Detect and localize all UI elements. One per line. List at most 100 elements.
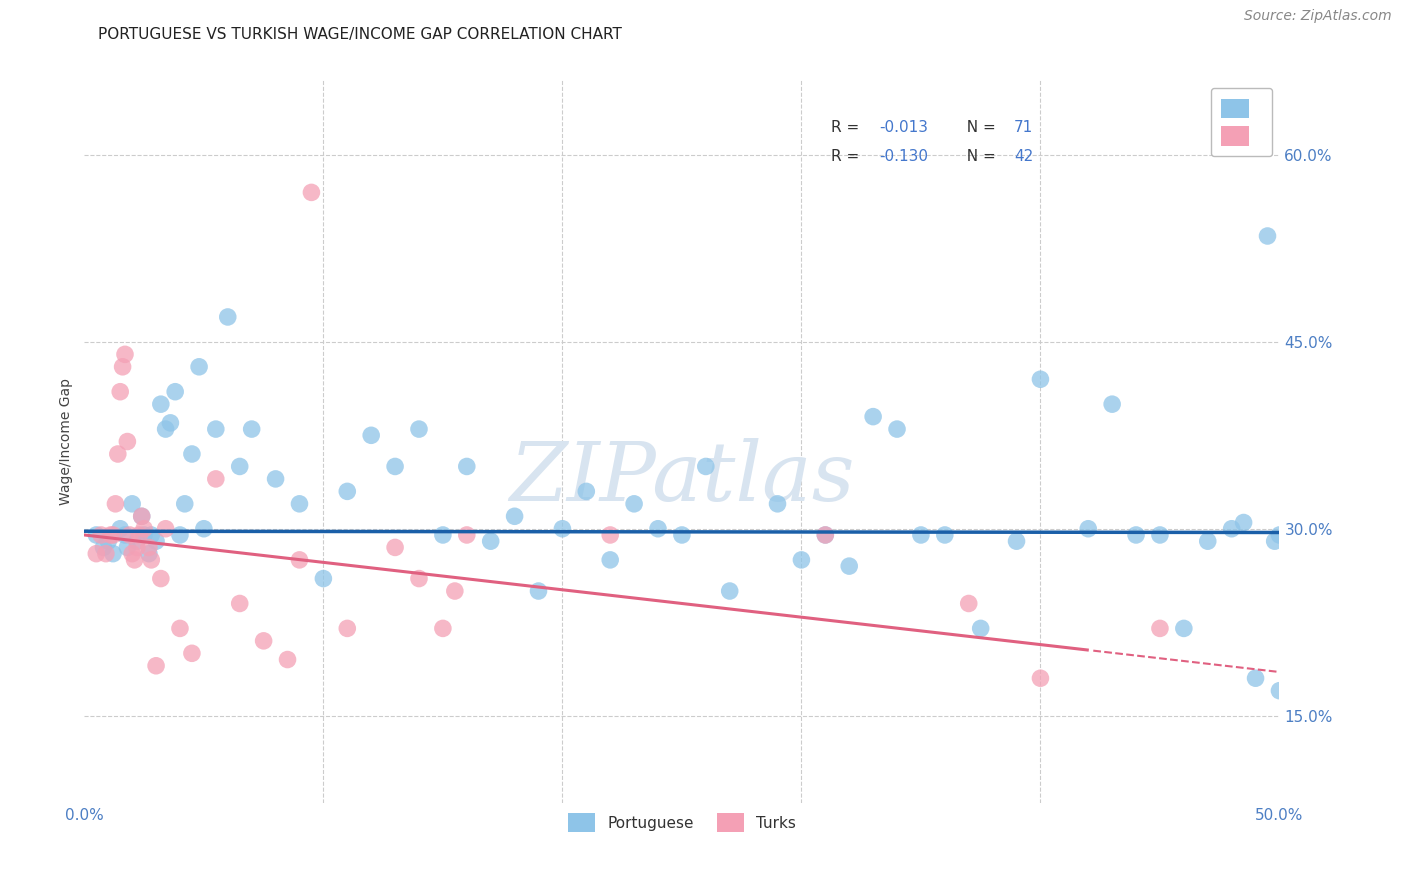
- Point: [1197, 534, 1219, 549]
- Point: [551, 522, 574, 536]
- Point: [132, 528, 156, 542]
- Point: [886, 422, 908, 436]
- Point: [336, 484, 359, 499]
- Point: [155, 422, 177, 436]
- Point: [145, 658, 167, 673]
- Point: [117, 434, 139, 449]
- Point: [205, 472, 228, 486]
- Point: [169, 621, 191, 635]
- Point: [814, 528, 837, 542]
- Point: [94, 547, 117, 561]
- Point: [100, 528, 122, 542]
- Point: [288, 553, 311, 567]
- Point: [910, 528, 932, 542]
- Point: [1268, 528, 1291, 542]
- Point: [312, 572, 335, 586]
- Point: [131, 509, 153, 524]
- Point: [1149, 621, 1171, 635]
- Point: [121, 497, 143, 511]
- Point: [205, 422, 228, 436]
- Point: [790, 553, 813, 567]
- Point: [128, 528, 150, 542]
- Point: [193, 522, 215, 536]
- Point: [111, 359, 134, 374]
- Point: [229, 597, 252, 611]
- Text: N =: N =: [957, 149, 1001, 163]
- Point: [599, 553, 621, 567]
- Point: [188, 359, 211, 374]
- Point: [503, 509, 526, 524]
- Point: [1029, 671, 1052, 685]
- Point: [432, 621, 454, 635]
- Point: [101, 528, 124, 542]
- Text: 42: 42: [1014, 149, 1033, 163]
- Point: [766, 497, 789, 511]
- Point: [1101, 397, 1123, 411]
- Point: [145, 534, 167, 549]
- Point: [107, 447, 129, 461]
- Point: [110, 522, 132, 536]
- Point: [159, 416, 181, 430]
- Point: [138, 547, 160, 561]
- Point: [86, 547, 108, 561]
- Point: [408, 422, 430, 436]
- Point: [181, 646, 204, 660]
- Point: [862, 409, 884, 424]
- Point: [240, 422, 263, 436]
- Point: [814, 528, 837, 542]
- Point: [217, 310, 239, 324]
- Text: N =: N =: [957, 120, 1001, 135]
- Point: [97, 534, 120, 549]
- Point: [408, 572, 430, 586]
- Point: [1244, 671, 1267, 685]
- Text: R =: R =: [831, 120, 865, 135]
- Point: [141, 553, 163, 567]
- Y-axis label: Wage/Income Gap: Wage/Income Gap: [59, 378, 73, 505]
- Point: [718, 584, 741, 599]
- Point: [125, 534, 148, 549]
- Point: [165, 384, 187, 399]
- Point: [110, 384, 132, 399]
- Point: [141, 528, 163, 542]
- Point: [695, 459, 717, 474]
- Text: PORTUGUESE VS TURKISH WAGE/INCOME GAP CORRELATION CHART: PORTUGUESE VS TURKISH WAGE/INCOME GAP CO…: [98, 27, 623, 42]
- Point: [131, 509, 153, 524]
- Point: [647, 522, 669, 536]
- Point: [101, 547, 124, 561]
- Text: -0.013: -0.013: [879, 120, 928, 135]
- Text: -0.130: -0.130: [879, 149, 928, 163]
- Point: [155, 522, 177, 536]
- Point: [114, 347, 136, 361]
- Point: [1173, 621, 1195, 635]
- Point: [86, 528, 108, 542]
- Point: [1029, 372, 1052, 386]
- Point: [169, 528, 191, 542]
- Point: [138, 541, 160, 555]
- Point: [124, 553, 146, 567]
- Point: [1257, 229, 1279, 244]
- Point: [253, 633, 276, 648]
- Point: [1149, 528, 1171, 542]
- Point: [432, 528, 454, 542]
- Point: [149, 397, 172, 411]
- Point: [456, 459, 478, 474]
- Point: [121, 547, 143, 561]
- Point: [149, 572, 172, 586]
- Point: [118, 528, 141, 542]
- Point: [575, 484, 598, 499]
- Point: [527, 584, 550, 599]
- Point: [1233, 516, 1256, 530]
- Point: [117, 541, 139, 555]
- Text: R =: R =: [831, 149, 865, 163]
- Point: [934, 528, 956, 542]
- Point: [1125, 528, 1147, 542]
- Point: [970, 621, 993, 635]
- Point: [1005, 534, 1028, 549]
- Point: [384, 459, 406, 474]
- Point: [838, 559, 860, 574]
- Point: [93, 541, 115, 555]
- Point: [90, 528, 112, 542]
- Point: [1268, 683, 1291, 698]
- Point: [288, 497, 311, 511]
- Text: Source: ZipAtlas.com: Source: ZipAtlas.com: [1244, 9, 1392, 23]
